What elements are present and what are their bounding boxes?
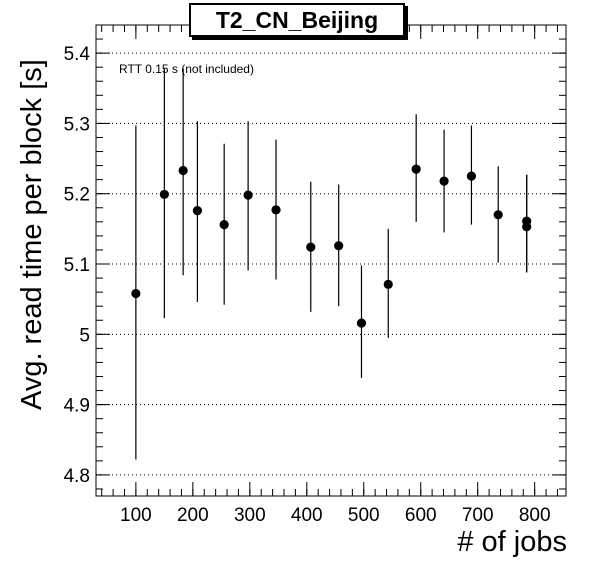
data-point	[334, 241, 344, 251]
x-tick-label: 400	[291, 505, 323, 526]
x-axis-label: # of jobs	[457, 526, 567, 558]
data-point	[383, 279, 393, 290]
x-tick-label: 600	[405, 505, 437, 526]
y-tick-label: 5.3	[64, 114, 90, 135]
y-tick-label: 5.2	[64, 185, 90, 206]
y-tick-label: 4.8	[64, 466, 90, 487]
data-point	[306, 242, 316, 252]
data-point	[192, 205, 203, 216]
rtt-annotation: RTT 0.15 s (not included)	[119, 62, 254, 76]
data-point	[243, 190, 253, 200]
chart-title-box: T2_CN_Beijing	[189, 3, 405, 37]
y-tick-label: 5.4	[64, 44, 91, 65]
axis-ticks	[96, 24, 566, 496]
chart-title: T2_CN_Beijing	[215, 6, 379, 33]
data-point	[219, 220, 229, 230]
x-tick-label: 200	[177, 505, 209, 526]
data-point	[356, 318, 367, 328]
grid-lines	[96, 52, 566, 476]
x-tick-label: 700	[462, 505, 494, 526]
data-point	[522, 222, 532, 232]
data-point	[466, 171, 477, 181]
data-point	[159, 189, 169, 200]
y-tick-label: 4.9	[64, 396, 90, 417]
data-point	[131, 288, 141, 299]
y-axis-label: Avg. read time per block [s]	[16, 59, 48, 410]
data-point	[271, 205, 281, 215]
data-point	[439, 176, 449, 186]
data-point	[411, 164, 421, 174]
x-tick-label: 100	[120, 505, 152, 526]
y-tick-label: 5.1	[64, 255, 90, 276]
x-tick-label: 500	[348, 505, 380, 526]
y-tick-label: 5	[79, 325, 90, 346]
tick-labels: 4.8 4.9 5 5.1 5.2 5.3 5.4 100 200 300 400 500 600 700…	[64, 44, 551, 526]
x-tick-label: 800	[519, 505, 551, 526]
data-point	[493, 210, 503, 220]
x-tick-label: 300	[234, 505, 266, 526]
data-points	[131, 68, 532, 460]
data-point	[178, 165, 188, 176]
plot-frame	[95, 24, 567, 497]
